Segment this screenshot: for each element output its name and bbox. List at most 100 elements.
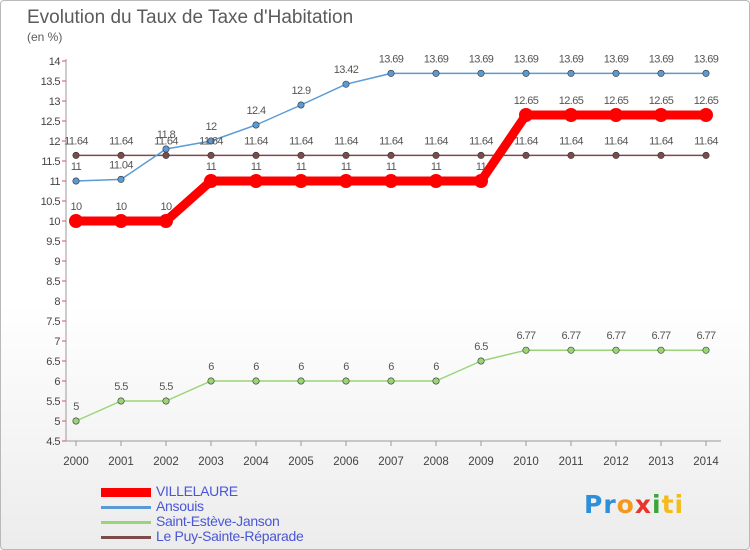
- legend-swatch: [101, 521, 151, 524]
- data-label: 11.64: [154, 135, 178, 147]
- data-label: 6: [208, 361, 214, 373]
- proxiti-logo: Proxiti: [584, 490, 684, 519]
- data-label: 12: [205, 121, 217, 133]
- data-label: 10: [115, 201, 127, 213]
- data-label: 5.5: [159, 381, 173, 393]
- data-point: [252, 121, 260, 129]
- data-label: 11: [251, 161, 262, 173]
- data-point: [72, 177, 80, 185]
- y-tick-label: 4.5: [46, 436, 60, 448]
- data-point: [657, 151, 665, 159]
- data-point: [252, 377, 260, 385]
- data-label: 11: [341, 161, 352, 173]
- data-label: 12.65: [514, 95, 539, 107]
- y-tick-label: 5: [54, 416, 60, 428]
- legend-swatch: [101, 506, 151, 509]
- data-label: 5: [73, 401, 79, 413]
- data-label: 13.69: [559, 53, 584, 65]
- data-point: [522, 346, 530, 354]
- y-tick-label: 12.5: [41, 116, 61, 128]
- data-label: 6.5: [474, 341, 488, 353]
- logo-letters: o: [616, 490, 635, 519]
- logo-letters: i: [651, 490, 662, 519]
- data-point: [432, 151, 440, 159]
- data-point: [342, 151, 350, 159]
- y-tick-label: 6.5: [46, 356, 60, 368]
- data-point: [702, 151, 710, 159]
- data-label: 6.77: [696, 330, 715, 342]
- data-point: [342, 377, 350, 385]
- data-point: [612, 69, 620, 77]
- data-point: [162, 145, 170, 153]
- y-tick-label: 10.5: [41, 196, 61, 208]
- chart-series: [69, 69, 713, 425]
- data-point: [297, 151, 305, 159]
- data-label: 13.69: [604, 53, 629, 65]
- data-point: [387, 151, 395, 159]
- chart-axes: 4.5 5 5.5 6 6.5 7 7.5 8 8.5 9 9.5 10 10.5 11 11.5 12 12.…: [41, 56, 721, 468]
- y-tick-label: 9: [54, 256, 60, 268]
- y-tick-label: 13.5: [41, 76, 61, 88]
- y-tick-label: 6: [54, 376, 60, 388]
- x-tick-label: 2000: [63, 456, 89, 468]
- data-label: 13.69: [649, 53, 674, 65]
- data-label: 11.64: [604, 135, 628, 147]
- data-point: [207, 137, 215, 145]
- y-tick-label: 5.5: [46, 396, 60, 408]
- legend-label: Le Puy-Sainte-Réparade: [156, 528, 304, 544]
- data-point: [654, 108, 668, 122]
- data-point: [519, 108, 533, 122]
- x-tick-label: 2004: [243, 456, 269, 468]
- data-label: 13.69: [379, 53, 404, 65]
- data-label: 11.64: [289, 135, 313, 147]
- data-label: 11.64: [199, 135, 223, 147]
- data-point: [339, 174, 353, 188]
- data-point: [477, 151, 485, 159]
- data-point: [702, 346, 710, 354]
- data-label: 12.65: [559, 95, 584, 107]
- data-point: [609, 108, 623, 122]
- x-tick-label: 2003: [198, 456, 224, 468]
- x-tick-label: 2001: [108, 456, 134, 468]
- data-point: [72, 417, 80, 425]
- logo-letters: x: [634, 490, 652, 519]
- legend-label: VILLELAURE: [156, 483, 238, 499]
- data-point: [699, 108, 713, 122]
- data-point: [162, 397, 170, 405]
- data-point: [612, 346, 620, 354]
- legend-swatch: [101, 488, 151, 497]
- data-label: 10: [70, 201, 82, 213]
- data-label: 11: [206, 161, 217, 173]
- data-label: 11.64: [649, 135, 673, 147]
- data-label: 10: [160, 201, 172, 213]
- y-tick-label: 8.5: [46, 276, 60, 288]
- x-tick-label: 2002: [153, 456, 179, 468]
- x-tick-label: 2010: [513, 456, 539, 468]
- data-label: 13.42: [334, 64, 359, 76]
- data-label: 11.64: [469, 135, 493, 147]
- data-label: 6: [253, 361, 259, 373]
- data-point: [252, 151, 260, 159]
- legend-label: Saint-Estève-Janson: [156, 513, 280, 529]
- x-tick-label: 2012: [603, 456, 629, 468]
- y-tick-label: 8: [54, 296, 60, 308]
- data-point: [522, 69, 530, 77]
- legend-swatch: [101, 536, 151, 539]
- data-point: [657, 346, 665, 354]
- data-label: 11: [386, 161, 397, 173]
- data-point: [342, 80, 350, 88]
- data-label: 11: [71, 161, 82, 173]
- chart-subtitle: (en %): [27, 30, 63, 44]
- data-label: 11: [431, 161, 442, 173]
- data-point: [69, 214, 83, 228]
- y-tick-label: 13: [49, 96, 61, 108]
- data-label: 6: [343, 361, 349, 373]
- data-label: 12.9: [291, 85, 310, 97]
- data-label: 13.69: [514, 53, 539, 65]
- data-label: 11.64: [514, 135, 538, 147]
- x-tick-label: 2007: [378, 456, 404, 468]
- data-point: [72, 151, 80, 159]
- data-point: [612, 151, 620, 159]
